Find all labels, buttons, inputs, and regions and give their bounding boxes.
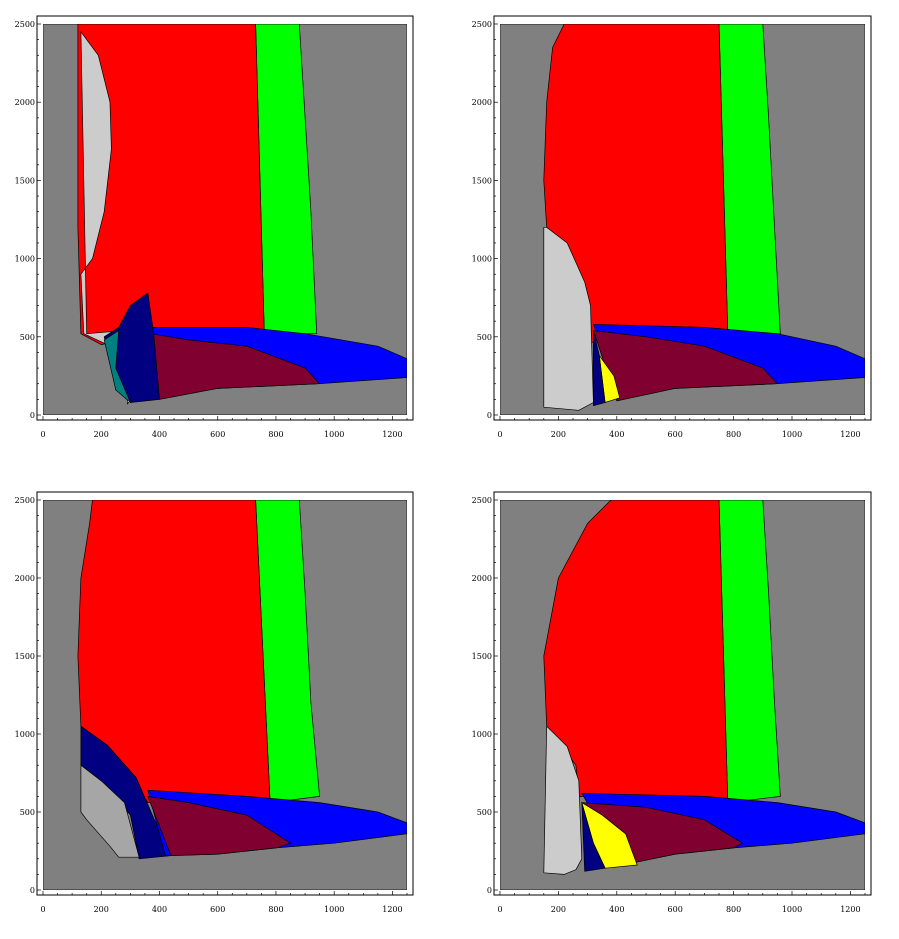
x-tick-label: 0 [40,905,45,914]
region-polygon [147,796,291,857]
y-tick-label: 0 [487,886,492,895]
x-tick-label: 400 [609,430,624,439]
plot-frame [493,491,872,896]
plot-frame [36,491,414,896]
y-tick-label: 1500 [472,176,492,185]
x-tick-label: 1000 [782,430,802,439]
y-tick-label: 1000 [15,730,35,739]
x-tick-label: 800 [726,430,741,439]
x-tick-label: 400 [152,905,167,914]
x-tick-label: 800 [268,430,283,439]
chart-panel-4: 0 200 400 600 800 1000 1200 0 500 1000 1500 2000 250… [472,491,872,914]
plot-frame [36,15,414,421]
x-tick-label: 600 [210,905,225,914]
regions-layer [43,24,407,415]
y-tick-label: 1500 [15,652,35,661]
chart-panel-1: 0 200 400 600 800 1000 1200 0 500 1000 1500 2000 250… [15,15,414,439]
y-tick-label: 1000 [472,730,492,739]
y-tick-label: 2000 [472,98,492,107]
x-tick-label: 1200 [840,430,860,439]
y-tick-label: 1500 [472,652,492,661]
y-tick-label: 2500 [472,20,492,29]
region-polygon [581,802,606,872]
region-polygon [593,330,778,402]
y-tick-label: 500 [20,808,35,817]
regions-layer [500,24,865,415]
x-tick-label: 1000 [324,430,344,439]
y-tick-label: 500 [20,333,35,342]
x-tick-label: 600 [668,905,683,914]
x-tick-label: 200 [94,430,109,439]
regions-layer [500,500,865,890]
y-tick-label: 2000 [15,574,35,583]
x-tick-label: 1000 [324,905,344,914]
y-tick-label: 1000 [15,255,35,264]
chart-panel-2: 0 200 400 600 800 1000 1200 0 500 1000 1500 2000 250… [472,15,872,439]
x-tick-label: 400 [152,430,167,439]
y-tick-label: 1500 [15,176,35,185]
x-tick-label: 200 [551,905,566,914]
x-tick-label: 1200 [382,430,402,439]
region-polygon [593,330,606,406]
x-tick-label: 600 [668,430,683,439]
region-polygon [103,330,131,403]
y-tick-label: 0 [487,411,492,420]
x-tick-label: 800 [268,905,283,914]
y-tick-label: 2500 [15,20,35,29]
chart-panel-3: 0 200 400 600 800 1000 1200 0 500 1000 1500 2000 250… [15,491,414,914]
x-tick-label: 0 [497,430,502,439]
x-tick-label: 200 [94,905,109,914]
x-tick-label: 1000 [782,905,802,914]
x-tick-label: 600 [210,430,225,439]
region-polygon [80,764,140,858]
x-tick-label: 200 [551,430,566,439]
x-tick-label: 800 [726,905,741,914]
y-tick-label: 2000 [15,98,35,107]
y-tick-label: 500 [477,333,492,342]
y-tick-label: 1000 [472,255,492,264]
y-tick-label: 0 [30,411,35,420]
regions-layer [43,500,407,890]
region-polygon [127,399,131,405]
x-tick-label: 1200 [382,905,402,914]
plot-frame [493,15,872,421]
region-polygon [150,333,320,400]
y-tick-label: 2000 [472,574,492,583]
x-tick-label: 1200 [840,905,860,914]
y-tick-label: 500 [477,808,492,817]
x-tick-label: 400 [609,905,624,914]
y-tick-label: 2500 [15,496,35,505]
y-tick-label: 0 [30,886,35,895]
x-tick-label: 0 [40,430,45,439]
y-tick-label: 2500 [472,496,492,505]
region-polygon [543,725,583,875]
x-tick-label: 0 [497,905,502,914]
